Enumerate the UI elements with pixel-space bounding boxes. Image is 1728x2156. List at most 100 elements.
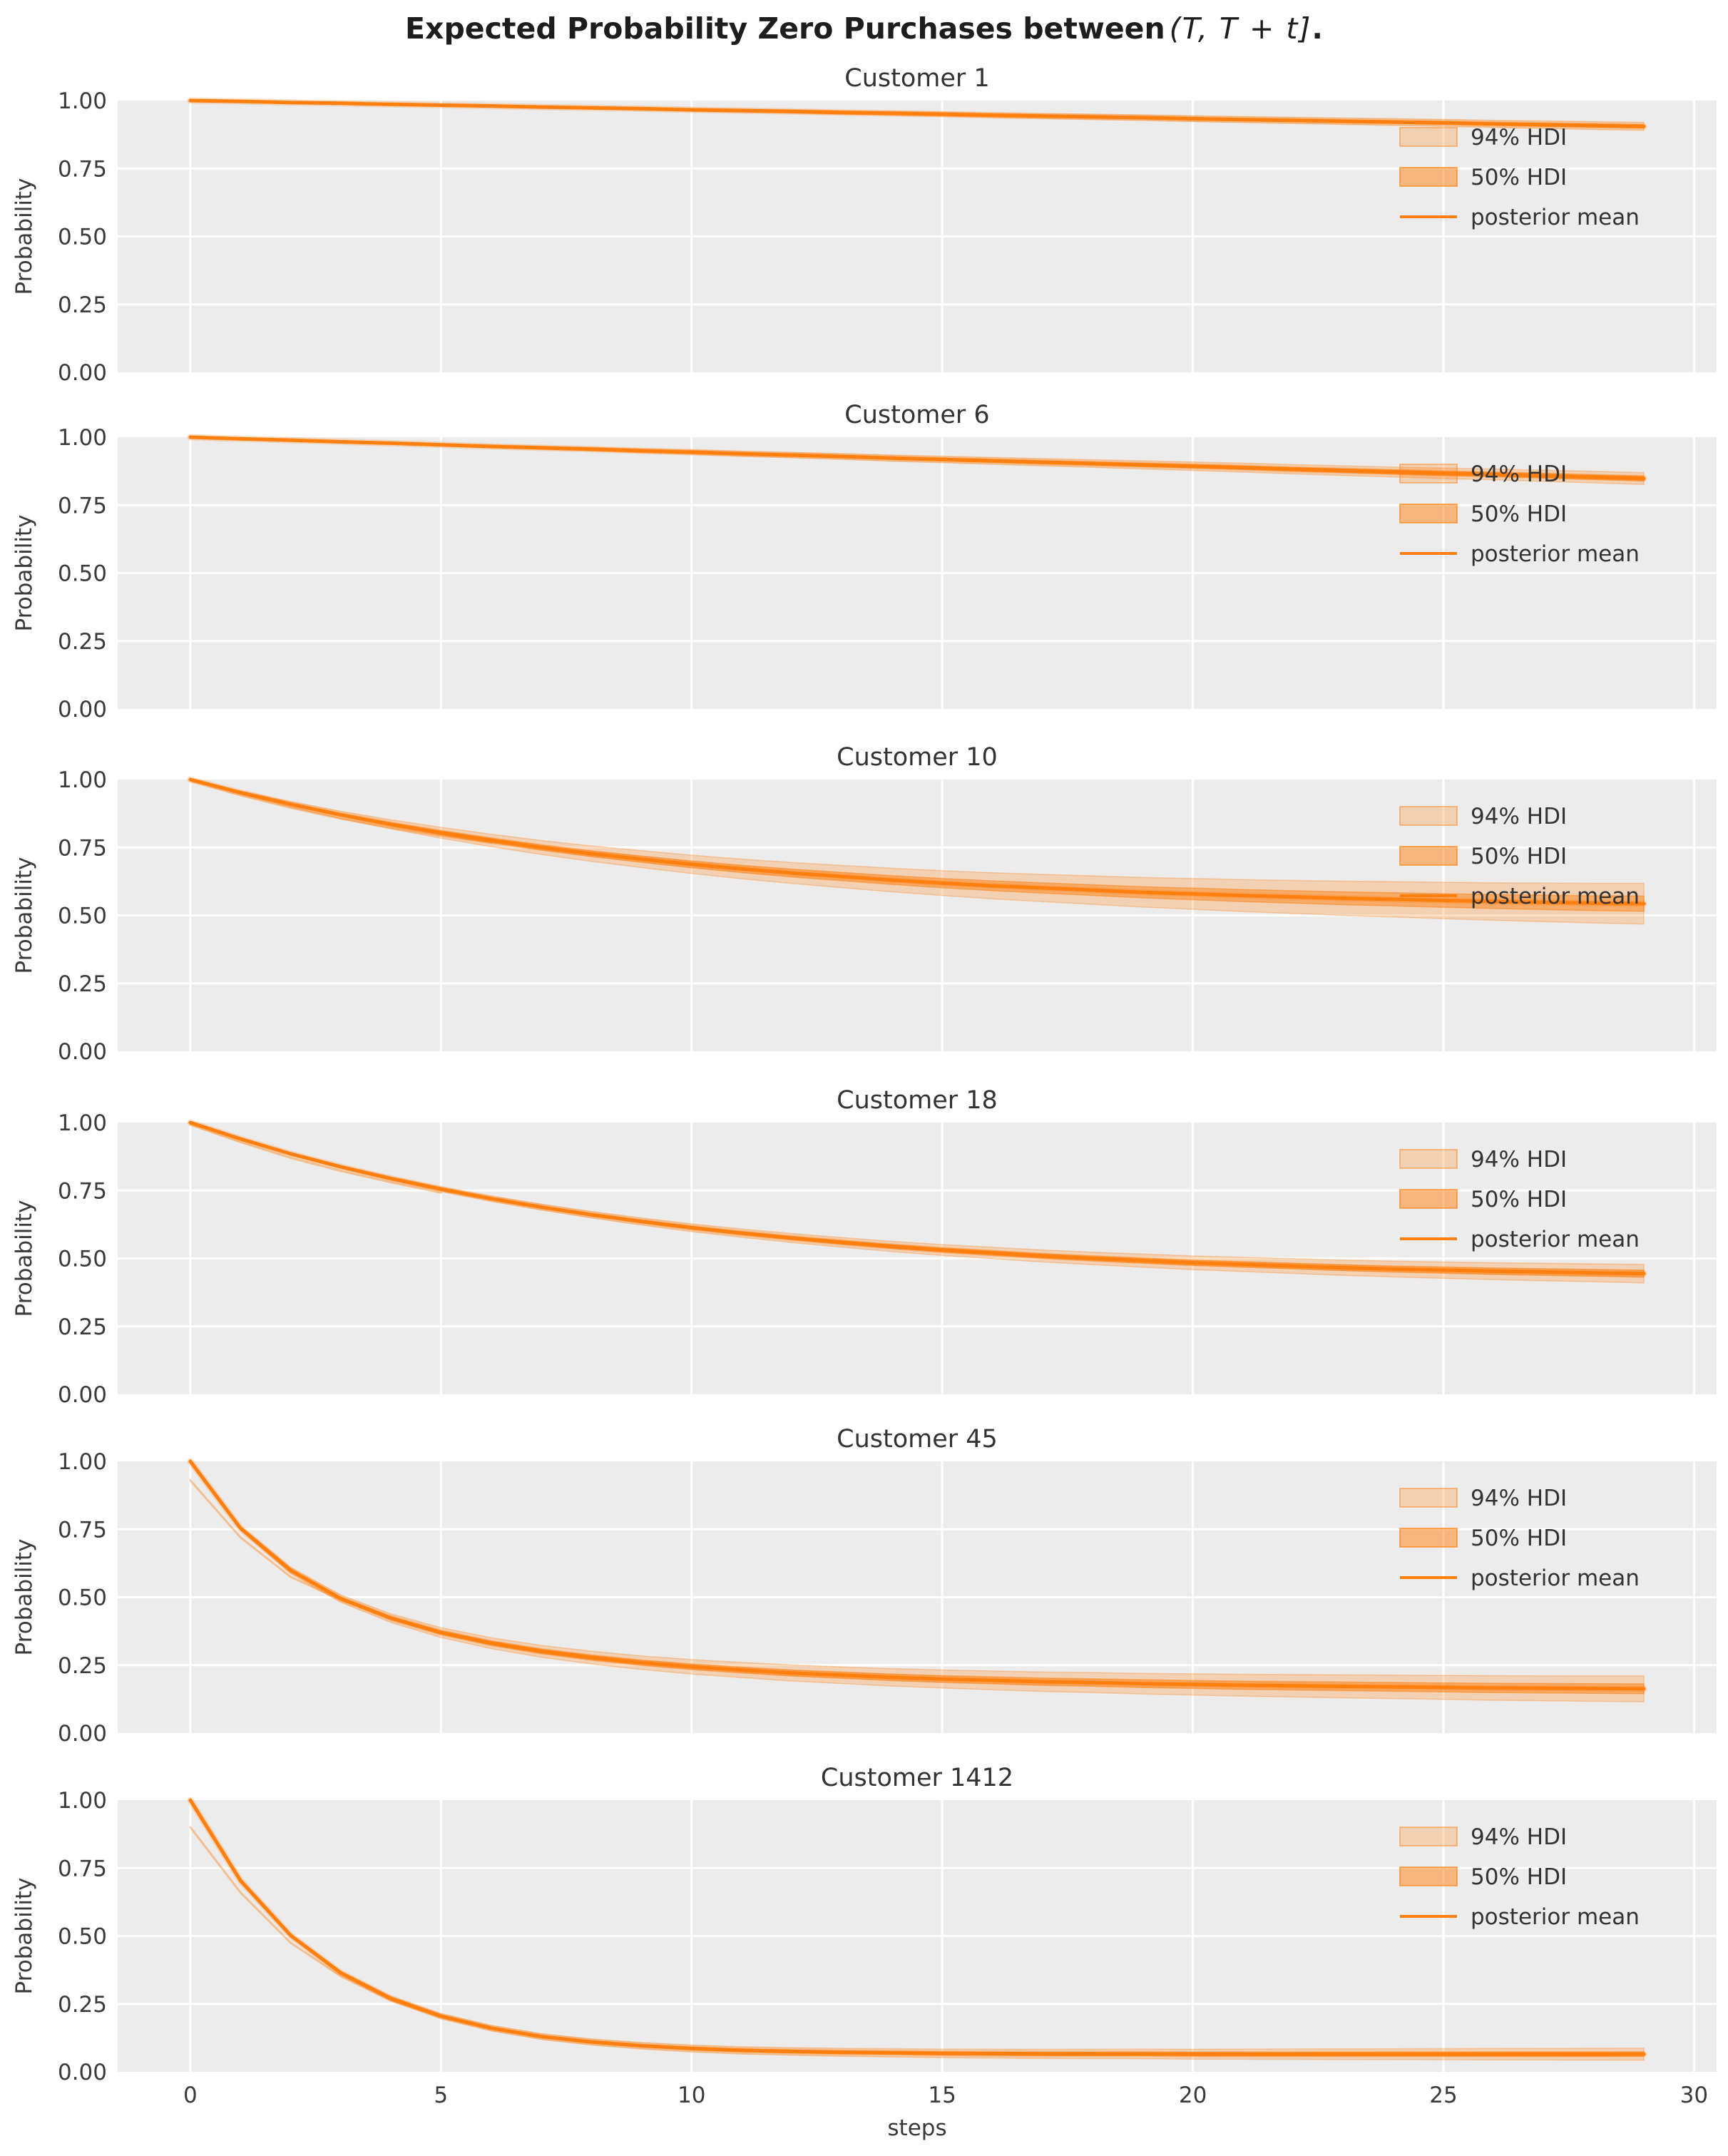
legend-50-hdi-swatch <box>1399 1528 1458 1548</box>
y-tick-label: 0.25 <box>58 1314 107 1340</box>
x-tick-label: 5 <box>434 2083 448 2108</box>
legend-94-hdi-swatch <box>1399 1149 1458 1169</box>
subplot-title: Customer 1412 <box>821 1764 1013 1792</box>
y-tick-label: 0.25 <box>58 971 107 997</box>
y-tick-label: 1.00 <box>58 425 107 451</box>
subplot-customer-1412: Customer 1412 1.00 0.75 0.50 0.25 0.00 Probabi… <box>11 1764 1717 2108</box>
x-axis-label: steps <box>887 2115 947 2141</box>
legend-50-hdi-swatch <box>1399 167 1458 187</box>
y-tick-label: 0.25 <box>58 1653 107 1679</box>
x-tick-label: 25 <box>1429 2083 1457 2108</box>
posterior-mean-line <box>188 777 1646 906</box>
subplot-customer-10: Customer 10 1.00 0.75 0.50 0.25 0.00 Probabili… <box>11 743 1717 1065</box>
y-tick-label: 1.00 <box>58 1110 107 1136</box>
figure-title-math: (T, T + t] <box>1169 11 1312 46</box>
legend-94-hdi-label: 94% HDI <box>1471 1824 1567 1850</box>
y-tick-label: 0.00 <box>58 697 107 722</box>
posterior-draw-trace <box>189 1123 442 1194</box>
y-tick-label: 0.25 <box>58 629 107 655</box>
subplot-title: Customer 6 <box>844 401 989 429</box>
legend-50-hdi-swatch <box>1399 504 1458 523</box>
legend-50-hdi-label: 50% HDI <box>1471 165 1567 190</box>
posterior-draw-trace <box>189 780 493 844</box>
y-tick-label: 0.75 <box>58 493 107 518</box>
legend-50-hdi-swatch <box>1399 1866 1458 1886</box>
legend-50-hdi-swatch <box>1399 1189 1458 1209</box>
y-tick-label: 0.00 <box>58 1721 107 1747</box>
y-tick-label: 0.75 <box>58 1178 107 1204</box>
x-tick-label: 20 <box>1179 2083 1207 2108</box>
y-tick-label: 0.75 <box>58 835 107 861</box>
y-tick-label: 1.00 <box>58 1449 107 1475</box>
legend-50-hdi-label: 50% HDI <box>1471 1864 1567 1890</box>
subplot-title: Customer 1 <box>844 64 989 93</box>
y-tick-label: 0.75 <box>58 156 107 182</box>
legend-50-hdi-label: 50% HDI <box>1471 1526 1567 1551</box>
posterior-mean-line <box>188 1120 1646 1276</box>
legend-94-hdi-swatch <box>1399 1827 1458 1846</box>
x-tick-label: 15 <box>928 2083 956 2108</box>
subplot-customer-45: Customer 45 1.00 0.75 0.50 0.25 0.00 Probabili… <box>11 1425 1717 1747</box>
subplot-title: Customer 45 <box>837 1425 998 1453</box>
y-tick-label: 0.50 <box>58 1585 107 1611</box>
y-tick-label: 0.00 <box>58 360 107 386</box>
figure-title-prefix: Expected Probability Zero Purchases betw… <box>405 11 1165 46</box>
legend-94-hdi-swatch <box>1399 1488 1458 1508</box>
y-tick-label: 0.75 <box>58 1856 107 1881</box>
legend-50-hdi-swatch <box>1399 846 1458 866</box>
y-tick-label: 0.50 <box>58 904 107 929</box>
legend-posterior-mean-label: posterior mean <box>1471 205 1640 230</box>
legend-50-hdi-label: 50% HDI <box>1471 844 1567 869</box>
y-tick-label: 0.00 <box>58 2060 107 2085</box>
x-tick-label: 30 <box>1680 2083 1708 2108</box>
y-tick-label: 0.50 <box>58 1247 107 1272</box>
y-tick-label: 1.00 <box>58 88 107 114</box>
subplot-customer-6: Customer 6 1.00 0.75 0.50 0.25 0.00 Probabilit… <box>11 401 1717 722</box>
subplot-title: Customer 10 <box>837 743 998 772</box>
legend-posterior-mean-label: posterior mean <box>1471 1904 1640 1930</box>
legend-94-hdi-swatch <box>1399 127 1458 147</box>
subplot-customer-18: Customer 18 1.00 0.75 0.50 0.25 0.00 Probabili… <box>11 1086 1717 1408</box>
subplot-customer-1: Customer 1 1.00 0.75 0.50 0.25 0.00 Probabilit… <box>11 64 1717 386</box>
y-axis-label: Probability <box>11 1539 37 1656</box>
legend-94-hdi-label: 94% HDI <box>1471 1147 1567 1172</box>
posterior-mean-line <box>188 435 1646 481</box>
y-axis-label: Probability <box>11 857 37 974</box>
legend-94-hdi-label: 94% HDI <box>1471 1486 1567 1511</box>
y-tick-label: 0.50 <box>58 1924 107 1950</box>
x-tick-label: 0 <box>183 2083 198 2108</box>
legend-94-hdi-swatch <box>1399 464 1458 484</box>
y-tick-label: 0.00 <box>58 1382 107 1408</box>
x-tick-label: 10 <box>678 2083 705 2108</box>
y-tick-label: 1.00 <box>58 1788 107 1814</box>
legend-94-hdi-swatch <box>1399 806 1458 826</box>
legend-posterior-mean-label: posterior mean <box>1471 541 1640 567</box>
y-tick-label: 1.00 <box>58 767 107 793</box>
y-tick-label: 0.00 <box>58 1039 107 1065</box>
legend-50-hdi-label: 50% HDI <box>1471 501 1567 527</box>
posterior-mean-line <box>188 98 1646 128</box>
legend-50-hdi-label: 50% HDI <box>1471 1187 1567 1212</box>
posterior-mean-line <box>188 1798 1646 2056</box>
legend-posterior-mean-label: posterior mean <box>1471 1227 1640 1252</box>
y-axis-label: Probability <box>11 178 37 295</box>
y-tick-label: 0.50 <box>58 561 107 587</box>
legend-94-hdi-label: 94% HDI <box>1471 461 1567 487</box>
subplot-title: Customer 18 <box>837 1086 998 1115</box>
y-tick-label: 0.50 <box>58 225 107 250</box>
figure-title: Expected Probability Zero Purchases betw… <box>0 11 1728 46</box>
y-tick-label: 0.25 <box>58 1992 107 2018</box>
y-axis-label: Probability <box>11 1878 37 1995</box>
legend-posterior-mean-label: posterior mean <box>1471 1565 1640 1591</box>
y-axis-label: Probability <box>11 515 37 632</box>
legend-posterior-mean-label: posterior mean <box>1471 884 1640 909</box>
figure-title-period: . <box>1312 11 1323 46</box>
y-tick-label: 0.25 <box>58 292 107 318</box>
y-axis-label: Probability <box>11 1200 37 1317</box>
legend-94-hdi-label: 94% HDI <box>1471 804 1567 829</box>
posterior-mean-line <box>188 1459 1646 1691</box>
legend-94-hdi-label: 94% HDI <box>1471 125 1567 150</box>
y-tick-label: 0.75 <box>58 1517 107 1543</box>
